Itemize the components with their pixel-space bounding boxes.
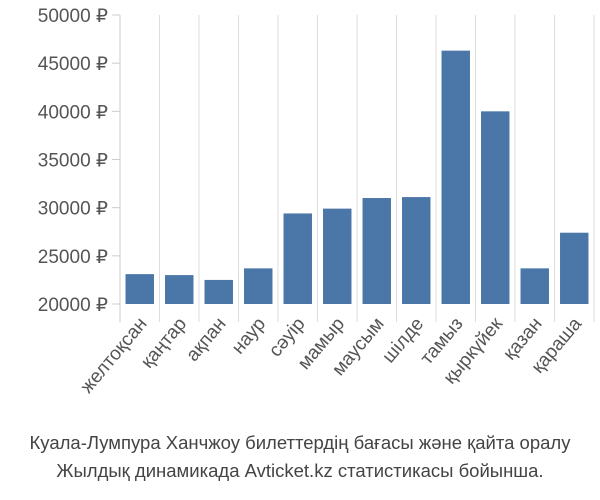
bar [481,111,510,304]
x-tick-label: ақпан [182,314,230,366]
x-tick-label: наур [228,314,270,359]
bar [283,213,312,304]
y-tick-label: 30000 ₽ [38,199,108,220]
chart-caption-line-2: Жылдық динамикада Avticket.kz статистика… [56,460,544,481]
bar [323,208,352,304]
bar-chart: 20000 ₽ 25000 ₽ 30000 ₽ 35000 ₽ 40000 ₽ 45000… [38,6,595,397]
y-tick-label: 20000 ₽ [38,295,108,316]
bar [204,279,233,304]
axes [112,14,121,322]
bar [520,268,549,304]
y-tick-label: 45000 ₽ [38,54,108,75]
bar [244,268,273,304]
y-tick-label: 50000 ₽ [38,6,108,27]
bar [165,275,194,304]
y-tick-label: 25000 ₽ [38,247,108,268]
bar [362,198,391,304]
bar [560,232,589,304]
x-tick-labels: желтоқсанқаңтарақпаннаурсәуірмамырмаусым… [77,313,587,397]
grid-lines [159,15,595,322]
chart-caption-line-1: Куала-Лумпура Ханчжоу билеттердің бағасы… [29,432,571,453]
y-tick-label: 40000 ₽ [38,102,108,123]
bar [402,197,431,304]
bars [125,50,589,304]
bar [125,274,154,304]
y-tick-label: 35000 ₽ [38,151,108,172]
y-tick-labels: 20000 ₽ 25000 ₽ 30000 ₽ 35000 ₽ 40000 ₽ 45000… [38,6,108,316]
bar [441,50,470,304]
